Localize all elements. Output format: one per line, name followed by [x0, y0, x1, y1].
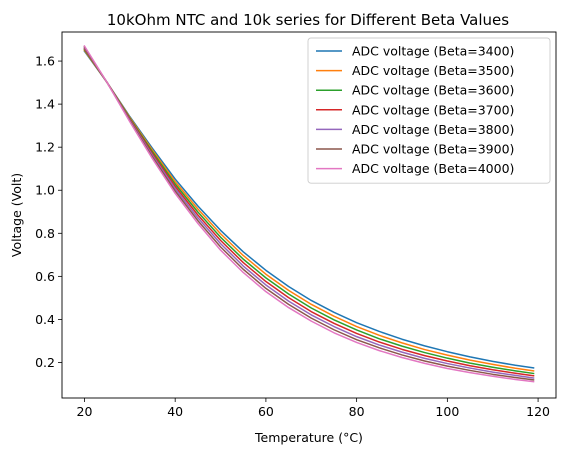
legend: ADC voltage (Beta=3400) ADC voltage (Beta… — [307, 37, 551, 184]
x-tick-label: 60 — [258, 404, 274, 419]
series-line-4 — [83, 46, 535, 379]
y-tick-label: 1.6 — [35, 54, 55, 69]
y-tick-label: 1.2 — [35, 140, 55, 155]
legend-box — [307, 37, 551, 184]
series-line-1 — [83, 49, 535, 372]
series-line-6 — [83, 44, 535, 383]
series-line-2 — [83, 48, 535, 375]
chart-title: 10kOhm NTC and 10k series for Different … — [107, 11, 509, 29]
x-axis: 20 40 60 80 100 120 — [77, 398, 550, 419]
y-tick-label: 0.6 — [35, 269, 55, 284]
legend-entry-1: ADC voltage (Beta=3500) — [352, 63, 514, 78]
plot-frame — [61, 31, 557, 399]
legend-entry-5: ADC voltage (Beta=3900) — [352, 142, 514, 157]
y-axis: 0.2 0.4 0.6 0.8 1.0 1.2 1.4 1.6 — [35, 54, 62, 370]
legend-entry-6: ADC voltage (Beta=4000) — [352, 161, 514, 176]
legend-entry-3: ADC voltage (Beta=3700) — [352, 102, 514, 117]
series-line-0 — [83, 50, 535, 369]
y-tick-label: 0.4 — [35, 312, 55, 327]
x-axis-label: Temperature (°C) — [254, 430, 363, 445]
legend-entry-4: ADC voltage (Beta=3800) — [352, 122, 514, 137]
x-tick-label: 120 — [526, 404, 550, 419]
y-tick-label: 1.0 — [35, 183, 55, 198]
y-tick-label: 1.4 — [35, 97, 55, 112]
y-axis-label: Voltage (Volt) — [9, 173, 24, 257]
y-tick-label: 0.2 — [35, 355, 55, 370]
x-tick-label: 80 — [349, 404, 365, 419]
series-line-5 — [83, 45, 535, 381]
plot-area — [83, 44, 535, 383]
legend-entry-2: ADC voltage (Beta=3600) — [352, 83, 514, 98]
legend-entry-0: ADC voltage (Beta=3400) — [352, 44, 514, 59]
x-tick-label: 20 — [77, 404, 93, 419]
x-tick-label: 100 — [435, 404, 459, 419]
x-tick-label: 40 — [167, 404, 183, 419]
series-line-3 — [83, 47, 535, 377]
y-tick-label: 0.8 — [35, 226, 55, 241]
